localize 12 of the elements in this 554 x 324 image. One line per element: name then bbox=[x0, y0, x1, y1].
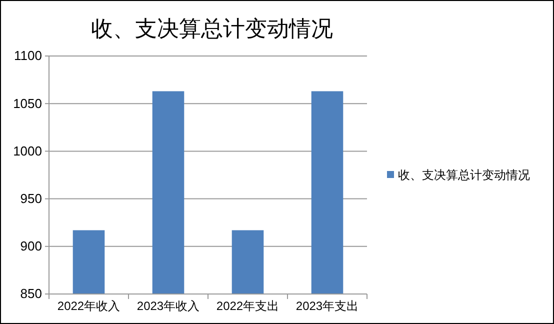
chart-title: 收、支决算总计变动情况 bbox=[91, 17, 333, 42]
x-tick-label: 2022年支出 bbox=[216, 299, 280, 314]
legend-label: 收、支决算总计变动情况 bbox=[398, 168, 530, 182]
y-tick-label: 950 bbox=[20, 190, 42, 206]
x-tick-label: 2023年支出 bbox=[296, 299, 359, 314]
x-tick-label: 2023年收入 bbox=[136, 299, 200, 314]
y-tick-label: 1100 bbox=[14, 48, 42, 64]
y-tick-label: 1000 bbox=[13, 143, 42, 158]
x-tick-label: 2022年收入 bbox=[57, 299, 120, 314]
y-tick-label: 900 bbox=[20, 238, 42, 254]
y-tick-label: 1050 bbox=[13, 96, 42, 111]
y-tick-label: 850 bbox=[20, 286, 42, 302]
